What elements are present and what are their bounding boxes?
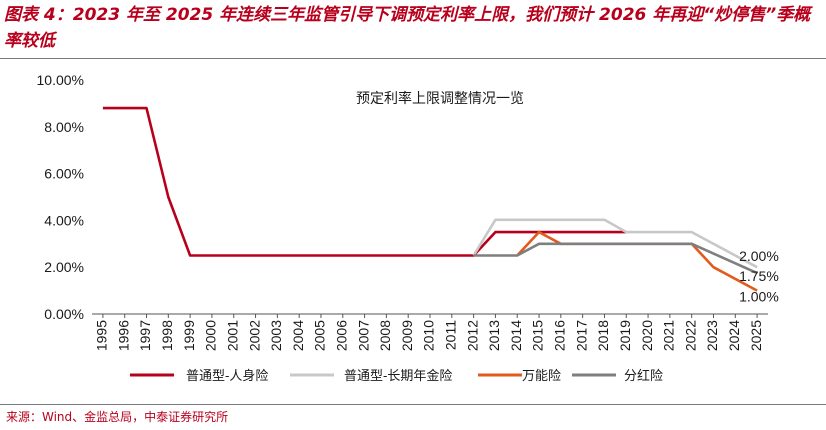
x-tick-label: 2000 [203,320,219,351]
data-label: 2.00% [739,248,779,264]
x-tick-label: 1995 [94,320,110,351]
x-tick-label: 2012 [464,320,480,351]
figure-title: 图表 4：2023 年至 2025 年连续三年监管引导下调预定利率上限，我们预计… [4,5,811,51]
y-tick-label: 10.00% [37,72,84,88]
y-tick-label: 6.00% [44,166,84,182]
x-tick-label: 2025 [748,320,764,351]
x-tick-label: 2022 [682,320,698,351]
x-tick-label: 2023 [704,320,720,351]
series-line-3 [516,230,758,292]
y-tick-label: 0.00% [44,306,84,322]
x-tick-label: 2003 [268,320,284,351]
series-line-1 [102,106,627,257]
legend-label: 普通型-人身险 [186,368,268,384]
y-tick-label: 8.00% [44,119,84,135]
data-label: 1.75% [739,268,779,284]
source-note: 来源：Wind、金监总局，中泰证券研究所 [6,410,229,424]
x-tick-label: 2008 [377,320,393,351]
x-tick-label: 2006 [333,320,349,351]
x-tick-label: 1996 [115,320,131,351]
title-divider [0,58,826,59]
x-tick-label: 2014 [508,320,524,351]
x-tick-label: 2020 [639,320,655,351]
legend-label: 分红险 [624,368,663,384]
data-label: 1.00% [739,289,779,305]
x-tick-label: 2016 [552,320,568,351]
x-tick-label: 2018 [595,320,611,351]
x-tick-label: 2007 [355,320,371,351]
legend-label: 普通型-长期年金险 [344,368,452,384]
legend-label: 万能险 [522,369,561,384]
x-tick-label: 2024 [726,320,742,351]
chart-title: 预定利率上限调整情况一览 [356,90,524,107]
series-line-4 [473,242,758,275]
y-tick-label: 4.00% [44,212,84,228]
x-tick-label: 2013 [486,320,502,351]
x-tick-label: 2019 [617,320,633,351]
source-divider [0,404,826,405]
x-tick-label: 1997 [137,320,153,351]
series-line-2 [472,218,758,269]
x-tick-label: 2015 [530,320,546,351]
x-tick-label: 2010 [421,320,437,351]
x-tick-label: 2001 [224,320,240,351]
x-tick-label: 2011 [443,320,459,350]
x-tick-label: 1999 [181,320,197,351]
x-tick-label: 2004 [290,320,306,351]
x-tick-label: 2005 [312,320,328,351]
x-tick-label: 2009 [399,320,415,351]
x-tick-label: 2002 [246,320,262,351]
x-tick-label: 2021 [661,320,677,351]
y-tick-label: 2.00% [44,259,84,275]
x-tick-label: 1998 [159,320,175,351]
x-tick-label: 2017 [573,320,589,351]
